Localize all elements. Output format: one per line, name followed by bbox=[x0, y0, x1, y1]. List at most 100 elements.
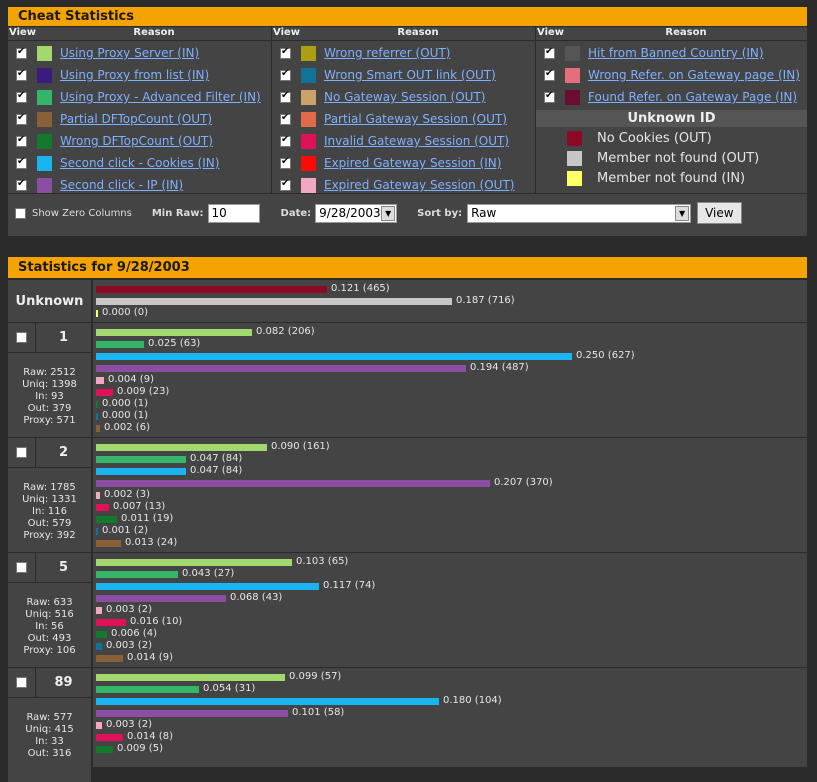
stat-bar-label: 0.000 (0) bbox=[102, 307, 148, 318]
site-id: 89 bbox=[54, 675, 73, 690]
stat-bar-label: 0.004 (9) bbox=[108, 374, 154, 385]
view-checkbox[interactable] bbox=[280, 156, 291, 169]
view-checkbox[interactable] bbox=[16, 134, 27, 147]
reason-link[interactable]: Wrong Refer. on Gateway page (IN) bbox=[588, 68, 800, 82]
chevron-down-icon[interactable]: ▼ bbox=[675, 205, 690, 221]
sort-by-select[interactable]: Raw ▼ bbox=[467, 203, 692, 223]
reason-link[interactable]: Expired Gateway Session (IN) bbox=[324, 156, 502, 170]
view-checkbox[interactable] bbox=[544, 46, 555, 59]
bar-row: 0.180 (104) bbox=[96, 696, 502, 706]
stat-bar bbox=[96, 558, 292, 566]
reason-link[interactable]: Invalid Gateway Session (OUT) bbox=[324, 134, 510, 148]
legend-column-header: View Reason bbox=[8, 27, 271, 41]
row-header: 2 Raw: 1785 Uniq: 1331 In: 116 Out: 579 Proxy… bbox=[8, 438, 93, 552]
color-swatch bbox=[567, 130, 582, 146]
reason-link[interactable]: Using Proxy - Advanced Filter (IN) bbox=[60, 90, 261, 104]
site-checkbox[interactable] bbox=[16, 447, 27, 458]
legend-column-3-items: Hit from Banned Country (IN) Wrong Refer.… bbox=[536, 41, 807, 108]
color-swatch bbox=[301, 133, 316, 149]
bar-row: 0.054 (31) bbox=[96, 684, 255, 694]
bar-row: 0.025 (63) bbox=[96, 338, 201, 349]
unknown-row-label: Unknown bbox=[15, 294, 84, 309]
min-raw-input[interactable]: 10 bbox=[207, 203, 260, 223]
sort-by-select-value: Raw bbox=[471, 205, 497, 220]
view-checkbox[interactable] bbox=[280, 134, 291, 147]
reason-column-header: Reason bbox=[133, 27, 175, 38]
legend-column-header: View Reason bbox=[536, 27, 807, 41]
reason-column-header: Reason bbox=[665, 27, 707, 38]
view-checkbox[interactable] bbox=[16, 90, 27, 103]
site-in-stat: In: 33 bbox=[35, 736, 64, 747]
bar-row: 0.002 (3) bbox=[96, 490, 150, 500]
reason-link[interactable]: Found Refer. on Gateway Page (IN) bbox=[588, 90, 798, 104]
reason-link[interactable]: Wrong Smart OUT link (OUT) bbox=[324, 68, 496, 82]
stat-bar-label: 0.002 (6) bbox=[104, 422, 150, 433]
stat-bar bbox=[96, 479, 490, 487]
view-checkbox[interactable] bbox=[16, 178, 27, 191]
color-swatch bbox=[37, 133, 52, 149]
site-raw-stat: Raw: 633 bbox=[26, 597, 73, 608]
view-checkbox[interactable] bbox=[16, 68, 27, 81]
site-checkbox[interactable] bbox=[16, 677, 27, 688]
site-checkbox[interactable] bbox=[16, 332, 27, 343]
reason-link[interactable]: Partial DFTopCount (OUT) bbox=[60, 112, 213, 126]
view-checkbox[interactable] bbox=[280, 112, 291, 125]
view-checkbox[interactable] bbox=[16, 156, 27, 169]
stat-bar-label: 0.014 (9) bbox=[127, 652, 173, 663]
cheat-statistics-title: Cheat Statistics bbox=[8, 7, 807, 27]
site-uniq-stat: Uniq: 415 bbox=[25, 724, 74, 735]
view-checkbox[interactable] bbox=[280, 90, 291, 103]
bar-row: 0.003 (2) bbox=[96, 641, 152, 651]
legend-column-2-items: Wrong referrer (OUT) Wrong Smart OUT link… bbox=[272, 41, 535, 196]
legend-item: Using Proxy from list (IN) bbox=[8, 64, 271, 86]
reason-link[interactable]: Wrong DFTopCount (OUT) bbox=[60, 134, 213, 148]
reason-link[interactable]: Second click - Cookies (IN) bbox=[60, 156, 220, 170]
view-checkbox[interactable] bbox=[280, 68, 291, 81]
bar-row: 0.009 (23) bbox=[96, 387, 169, 397]
reason-link[interactable]: Expired Gateway Session (OUT) bbox=[324, 178, 515, 192]
color-swatch bbox=[301, 67, 316, 83]
bar-row: 0.068 (43) bbox=[96, 592, 283, 603]
view-checkbox[interactable] bbox=[544, 68, 555, 81]
legend-item: Partial Gateway Session (OUT) bbox=[272, 108, 535, 130]
stat-bar bbox=[96, 400, 98, 408]
row-header: 5 Raw: 633 Uniq: 516 In: 56 Out: 493 Proxy: 1… bbox=[8, 553, 93, 667]
color-swatch bbox=[301, 177, 316, 193]
stat-bar-label: 0.068 (43) bbox=[230, 592, 283, 603]
view-checkbox[interactable] bbox=[280, 46, 291, 59]
color-swatch bbox=[301, 155, 316, 171]
reason-link[interactable]: Second click - IP (IN) bbox=[60, 178, 184, 192]
reason-link[interactable]: Partial Gateway Session (OUT) bbox=[324, 112, 507, 126]
view-checkbox[interactable] bbox=[16, 112, 27, 125]
bar-row: 0.000 (1) bbox=[96, 411, 148, 421]
legend-column-header: View Reason bbox=[272, 27, 535, 41]
view-button[interactable]: View bbox=[697, 202, 742, 224]
show-zero-columns-toggle[interactable]: Show Zero Columns bbox=[15, 207, 132, 219]
site-raw-stat: Raw: 1785 bbox=[23, 482, 76, 493]
site-summary: Raw: 2512 Uniq: 1398 In: 93 Out: 379 Proxy: … bbox=[8, 353, 91, 427]
bar-row: 0.016 (10) bbox=[96, 617, 182, 627]
show-zero-columns-checkbox[interactable] bbox=[15, 207, 26, 219]
reason-link[interactable]: Using Proxy from list (IN) bbox=[60, 68, 210, 82]
bar-row: 0.187 (716) bbox=[96, 296, 515, 306]
stat-bar-label: 0.047 (84) bbox=[190, 465, 243, 476]
view-checkbox[interactable] bbox=[280, 178, 291, 191]
view-checkbox[interactable] bbox=[544, 90, 555, 103]
stat-bar-label: 0.082 (206) bbox=[256, 326, 315, 337]
site-checkbox[interactable] bbox=[16, 562, 27, 573]
bar-row: 0.047 (84) bbox=[96, 465, 243, 476]
reason-link[interactable]: Wrong referrer (OUT) bbox=[324, 46, 451, 60]
view-checkbox[interactable] bbox=[16, 46, 27, 59]
stat-bar-label: 0.000 (1) bbox=[102, 398, 148, 409]
reason-link[interactable]: Using Proxy Server (IN) bbox=[60, 46, 200, 60]
site-header: 1 bbox=[8, 323, 91, 353]
chevron-down-icon[interactable]: ▼ bbox=[381, 205, 396, 221]
bar-row: 0.001 (2) bbox=[96, 526, 148, 536]
unknown-legend-label: Member not found (IN) bbox=[597, 170, 746, 186]
reason-link[interactable]: No Gateway Session (OUT) bbox=[324, 90, 486, 104]
date-select[interactable]: 9/28/2003 ▼ bbox=[315, 203, 398, 223]
unknown-legend-item: Member not found (OUT) bbox=[536, 148, 807, 168]
reason-link[interactable]: Hit from Banned Country (IN) bbox=[588, 46, 764, 60]
stat-bar bbox=[96, 503, 109, 511]
stat-bar-label: 0.025 (63) bbox=[148, 338, 201, 349]
